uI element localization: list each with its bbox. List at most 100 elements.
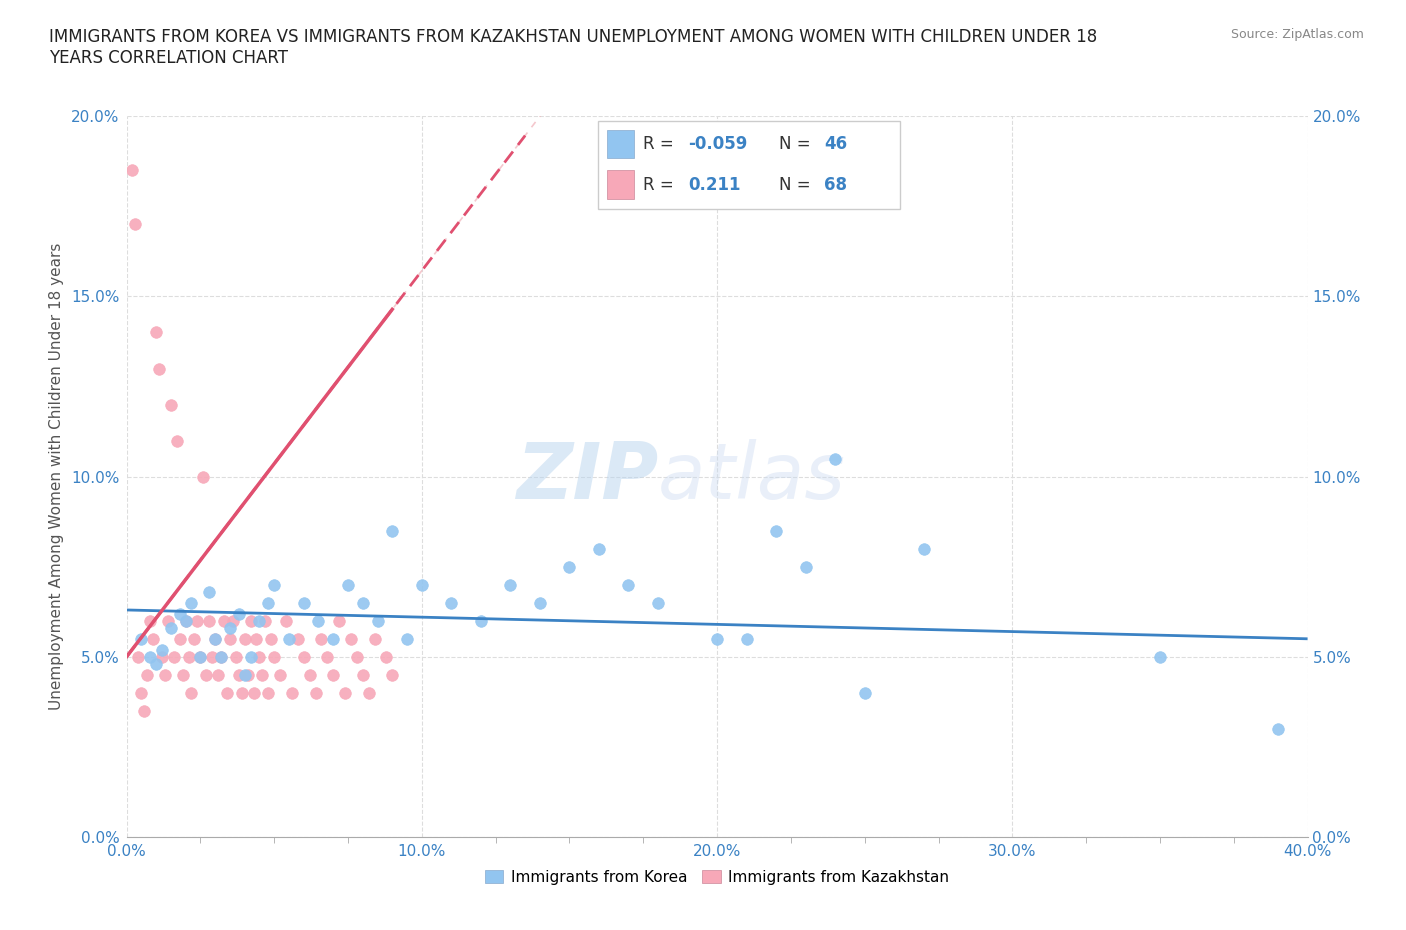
Point [150, 649, 173, 664]
Point [357, 685, 380, 700]
Point [853, 685, 876, 700]
Point [440, 595, 463, 610]
Point [169, 606, 191, 621]
Point [558, 559, 581, 574]
Point [198, 585, 221, 600]
Point [228, 668, 250, 683]
FancyBboxPatch shape [606, 130, 634, 158]
Point [396, 631, 419, 646]
Text: R =: R = [643, 176, 679, 193]
Point [735, 631, 758, 646]
Point [346, 649, 368, 664]
Point [287, 631, 309, 646]
Point [304, 685, 326, 700]
Point [209, 649, 232, 664]
Point [121, 163, 143, 178]
Point [195, 668, 218, 683]
Point [912, 541, 935, 556]
Text: IMMIGRANTS FROM KOREA VS IMMIGRANTS FROM KAZAKHSTAN UNEMPLOYMENT AMONG WOMEN WIT: IMMIGRANTS FROM KOREA VS IMMIGRANTS FROM… [49, 28, 1098, 67]
Point [308, 614, 330, 629]
Point [322, 668, 344, 683]
Point [198, 614, 221, 629]
Y-axis label: Unemployment Among Women with Children Under 18 years: Unemployment Among Women with Children U… [49, 243, 65, 711]
Point [188, 649, 212, 664]
FancyBboxPatch shape [598, 121, 900, 209]
Point [263, 649, 285, 664]
Point [142, 631, 165, 646]
Point [529, 595, 551, 610]
Legend: Immigrants from Korea, Immigrants from Kazakhstan: Immigrants from Korea, Immigrants from K… [478, 863, 956, 891]
Point [148, 361, 170, 376]
Point [257, 685, 280, 700]
Point [765, 524, 787, 538]
Point [1149, 649, 1171, 664]
Point [316, 649, 339, 664]
Point [219, 620, 242, 635]
Point [333, 685, 356, 700]
Point [169, 631, 191, 646]
Point [292, 649, 315, 664]
Point [174, 614, 197, 629]
Point [257, 595, 280, 610]
Text: N =: N = [779, 135, 815, 153]
Point [134, 703, 156, 718]
Text: -0.059: -0.059 [689, 135, 748, 153]
Point [172, 668, 194, 683]
Point [254, 614, 277, 629]
Point [222, 614, 245, 629]
Point [145, 657, 167, 671]
Point [180, 595, 202, 610]
Point [160, 620, 183, 635]
Point [269, 668, 291, 683]
Point [647, 595, 669, 610]
Text: ZIP: ZIP [516, 439, 658, 514]
Point [139, 649, 162, 664]
Point [1267, 722, 1289, 737]
Point [470, 614, 492, 629]
FancyBboxPatch shape [606, 170, 634, 199]
Point [231, 685, 253, 700]
Point [233, 668, 256, 683]
Point [124, 217, 146, 232]
Point [145, 326, 167, 340]
Point [186, 614, 208, 629]
Text: 68: 68 [824, 176, 848, 193]
Point [127, 649, 149, 664]
Point [174, 614, 197, 629]
Point [177, 649, 200, 664]
Point [249, 649, 271, 664]
Point [233, 631, 256, 646]
Point [824, 451, 846, 466]
Point [207, 668, 229, 683]
Point [212, 614, 235, 629]
Point [225, 649, 247, 664]
Point [183, 631, 205, 646]
Point [617, 578, 640, 592]
Point [219, 631, 242, 646]
Point [340, 631, 363, 646]
Point [352, 668, 374, 683]
Point [381, 668, 404, 683]
Point [188, 649, 212, 664]
Point [239, 614, 262, 629]
Point [129, 631, 153, 646]
Point [180, 685, 202, 700]
Point [245, 631, 267, 646]
Point [411, 578, 433, 592]
Point [298, 668, 321, 683]
Text: N =: N = [779, 176, 815, 193]
Text: 0.211: 0.211 [689, 176, 741, 193]
Point [129, 685, 153, 700]
Point [153, 668, 176, 683]
Point [249, 614, 271, 629]
Point [352, 595, 374, 610]
Point [204, 631, 226, 646]
Text: atlas: atlas [658, 439, 846, 514]
Point [201, 649, 224, 664]
Point [274, 614, 297, 629]
Point [363, 631, 385, 646]
Point [328, 614, 350, 629]
Point [242, 685, 264, 700]
Point [278, 631, 301, 646]
Point [337, 578, 360, 592]
